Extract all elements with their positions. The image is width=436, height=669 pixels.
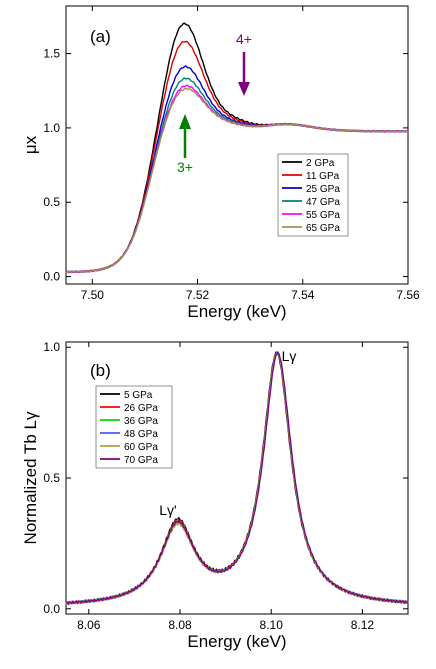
legend-label: 25 GPa <box>306 184 340 195</box>
panel-b-curves <box>65 350 409 606</box>
series-line <box>65 84 409 274</box>
series-line <box>65 40 409 274</box>
series-line <box>65 87 409 274</box>
panel-b-plot-frame <box>65 341 409 615</box>
legend-label: 65 GPa <box>306 223 340 234</box>
x-tick-label: 7.50 <box>81 288 105 302</box>
panel-a: 7.50 7.52 7.54 7.56 0.0 0.5 1.0 1.5 (a) Energy … <box>21 5 420 321</box>
legend-item-65gpa: 65 GPa <box>282 223 340 234</box>
x-tick-label: 8.06 <box>77 618 101 632</box>
panel-a-legend-box <box>277 153 349 237</box>
panel-a-y-axis-title: μx <box>21 135 40 154</box>
legend-label: 60 GPa <box>124 442 158 453</box>
legend-item-25gpa: 25 GPa <box>282 184 340 195</box>
panel-a-axes: 7.50 7.52 7.54 7.56 0.0 0.5 1.0 1.5 <box>43 6 420 302</box>
panel-a-legend: 2 GPa 11 GPa 25 GPa 47 GPa 55 GPa 65 GPa <box>277 153 349 237</box>
annotation-4plus: 4+ <box>236 31 252 96</box>
legend-item-48gpa: 48 GPa <box>100 429 158 440</box>
series-line <box>65 350 409 606</box>
x-tick-label: 8.08 <box>168 618 192 632</box>
series-line <box>65 77 409 274</box>
legend-label: 26 GPa <box>124 403 158 414</box>
y-tick-label: 0.0 <box>43 602 60 616</box>
x-tick-label: 8.10 <box>260 618 284 632</box>
legend-item-60gpa: 60 GPa <box>100 442 158 453</box>
legend-item-11gpa: 11 GPa <box>282 171 340 182</box>
series-line <box>65 65 409 274</box>
y-tick-label: 0.5 <box>43 195 60 209</box>
legend-label: 47 GPa <box>306 197 340 208</box>
panel-b-x-axis-title: Energy (keV) <box>187 632 286 651</box>
y-tick-label: 1.5 <box>43 47 60 61</box>
annotation-4plus-arrowhead <box>238 82 250 96</box>
x-tick-label: 8.12 <box>351 618 375 632</box>
annotation-lgamma-prime: Lγ' <box>159 502 176 518</box>
legend-label: 36 GPa <box>124 416 158 427</box>
legend-label: 5 GPa <box>124 390 153 401</box>
legend-label: 70 GPa <box>124 455 158 466</box>
panel-a-x-axis-title: Energy (keV) <box>187 302 286 321</box>
legend-label: 11 GPa <box>306 171 340 182</box>
legend-item-47gpa: 47 GPa <box>282 197 340 208</box>
legend-label: 2 GPa <box>306 158 335 169</box>
panel-a-label: (a) <box>90 27 111 46</box>
y-tick-label: 1.0 <box>43 340 60 354</box>
series-line <box>65 22 409 274</box>
annotation-4plus-label: 4+ <box>236 31 252 47</box>
panel-a-curves <box>65 22 409 274</box>
annotation-3plus-label: 3+ <box>177 159 193 175</box>
panel-a-plot-frame <box>65 5 409 285</box>
legend-item-5gpa: 5 GPa <box>100 390 153 401</box>
panel-b-legend: 5 GPa 26 GPa 36 GPa 48 GPa 60 GPa 70 GPa <box>95 385 173 469</box>
x-tick-label: 7.52 <box>186 288 210 302</box>
annotation-3plus: 3+ <box>177 114 193 175</box>
annotation-lgamma: Lγ <box>282 348 297 364</box>
legend-item-2gpa: 2 GPa <box>282 158 335 169</box>
legend-label: 55 GPa <box>306 210 340 221</box>
panel-b-label: (b) <box>90 361 111 380</box>
y-tick-label: 1.0 <box>43 121 60 135</box>
x-tick-label: 7.56 <box>396 288 420 302</box>
legend-item-26gpa: 26 GPa <box>100 403 158 414</box>
panel-b-legend-box <box>95 385 173 469</box>
legend-label: 48 GPa <box>124 429 158 440</box>
legend-item-70gpa: 70 GPa <box>100 455 158 466</box>
y-tick-label: 0.0 <box>43 270 60 284</box>
y-tick-label: 0.5 <box>43 471 60 485</box>
annotation-3plus-arrowhead <box>179 114 191 129</box>
panel-b-y-axis-title: Normalized Tb Lγ <box>21 411 40 544</box>
x-tick-label: 7.54 <box>291 288 315 302</box>
panel-b-axes: 8.06 8.08 8.10 8.12 0.0 0.5 1.0 <box>43 340 408 632</box>
legend-item-55gpa: 55 GPa <box>282 210 340 221</box>
panel-b: 8.06 8.08 8.10 8.12 0.0 0.5 1.0 (b) Energy (ke… <box>21 340 409 651</box>
legend-item-36gpa: 36 GPa <box>100 416 158 427</box>
